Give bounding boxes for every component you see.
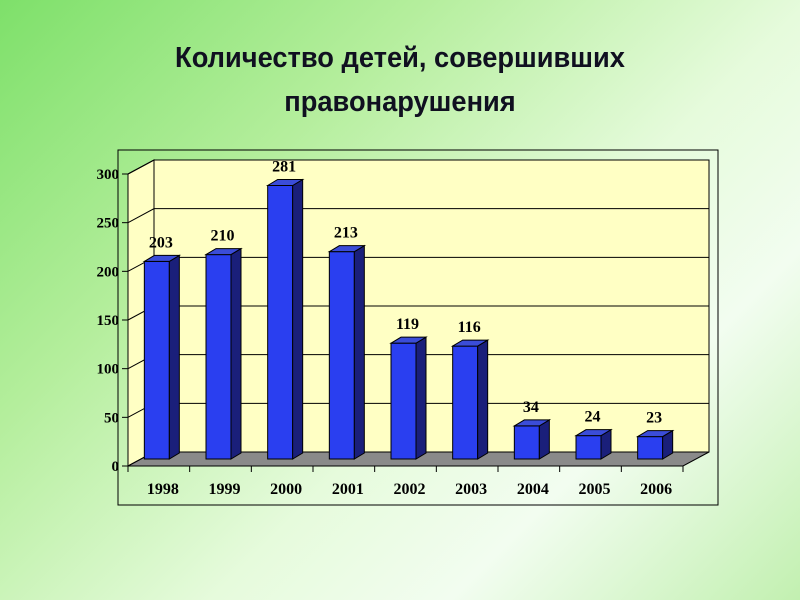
x-tick-label: 1999 (209, 481, 241, 498)
chart-border (117, 149, 719, 506)
data-label: 34 (523, 399, 539, 416)
x-tick-label: 2000 (270, 481, 302, 498)
x-tick-label: 2001 (332, 481, 364, 498)
bar-2003 (452, 345, 479, 460)
bar-side-2000 (292, 178, 304, 460)
bar-2001 (328, 251, 355, 460)
data-label: 24 (585, 409, 601, 426)
bar-side-2001 (353, 244, 365, 460)
bar-side-2002 (415, 336, 427, 460)
x-tick-label: 2004 (517, 481, 549, 498)
data-label: 210 (211, 228, 235, 245)
gridline (127, 159, 709, 175)
gridline (127, 208, 709, 224)
y-tick-label: 0 (112, 459, 120, 475)
title-line-2: правонарушения (284, 86, 516, 118)
bar-side-2004 (538, 419, 550, 460)
bar-2006 (637, 436, 664, 460)
bar-top-2006 (635, 430, 675, 438)
data-label: 213 (334, 225, 358, 242)
x-tick-label: 2006 (640, 481, 672, 498)
slide-title: Количество детей, совершивших правонаруш… (118, 36, 682, 124)
bar-side-2003 (477, 339, 489, 460)
y-tick-label: 150 (97, 313, 120, 329)
x-tick-label: 1998 (147, 481, 179, 498)
y-tick-label: 100 (97, 362, 120, 378)
data-label: 119 (396, 316, 419, 333)
x-tick-label: 2005 (579, 481, 611, 498)
data-label: 116 (458, 319, 481, 336)
bar-2002 (390, 342, 417, 460)
y-tick-label: 300 (97, 167, 120, 183)
bar-side-1999 (230, 247, 242, 460)
x-tick-label: 2003 (455, 481, 487, 498)
title-line-1: Количество детей, совершивших (175, 42, 625, 74)
bar-1998 (143, 260, 170, 460)
bar-2004 (513, 425, 540, 460)
bar-top-2000 (265, 178, 305, 186)
bar-2005 (575, 435, 602, 460)
x-tick-label: 2002 (394, 481, 426, 498)
bar-top-2004 (512, 419, 552, 427)
data-label: 281 (272, 158, 296, 175)
bar-2000 (267, 184, 294, 460)
data-label: 203 (149, 234, 173, 251)
bar-1999 (205, 254, 232, 460)
bar-top-1999 (204, 248, 243, 256)
bar-top-1998 (142, 254, 182, 262)
y-tick-label: 200 (97, 264, 120, 280)
bar-top-2002 (389, 336, 428, 344)
bar-top-2003 (450, 339, 490, 347)
data-label: 23 (646, 410, 662, 427)
y-tick-label: 250 (97, 216, 120, 232)
bar-side-1998 (168, 254, 180, 460)
y-tick-label: 50 (104, 410, 119, 426)
bar-top-2001 (327, 245, 367, 253)
bar-top-2005 (574, 429, 613, 437)
